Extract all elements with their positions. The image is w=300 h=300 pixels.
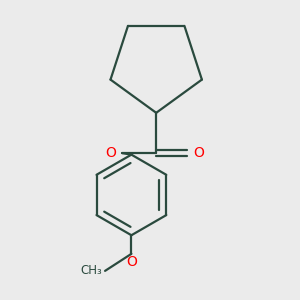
Text: O: O (106, 146, 116, 160)
Text: CH₃: CH₃ (80, 264, 102, 278)
Text: O: O (193, 146, 204, 160)
Text: O: O (126, 255, 137, 269)
